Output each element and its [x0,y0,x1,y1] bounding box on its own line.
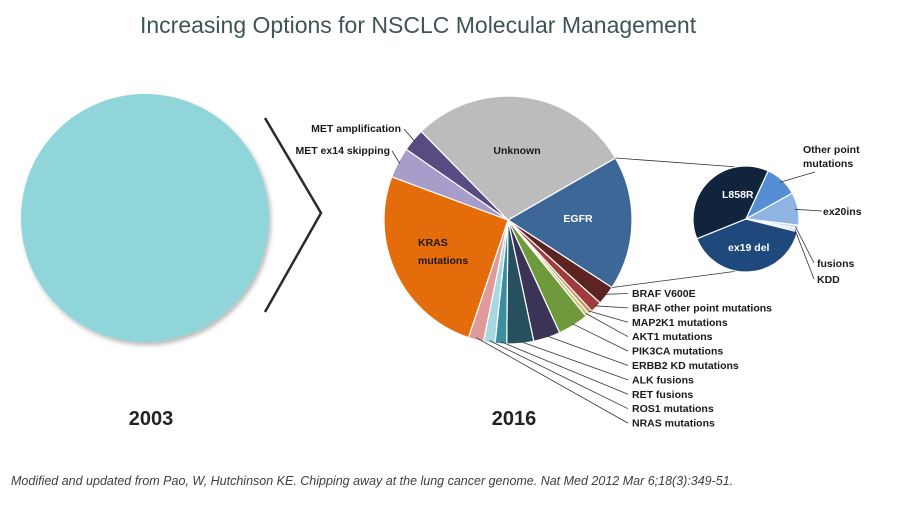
leader-line-ros1-mutations [489,340,629,410]
egfr-pie-slice-l858r [692,165,770,240]
egfr-connector-top [615,157,739,168]
egfr-leader-fusions [795,226,815,264]
slice-label-met-ex14-skipping: MET ex14 skipping [295,145,390,157]
egfr-label-ex19-del: ex19 del [728,242,770,254]
slice-label-pik3ca-mutations: PIK3CA mutations [632,346,723,358]
pie-2003-year-label: 2003 [129,408,174,430]
pie-charts: 2003 2016 EGFR Unknown KRAS mutations BRAF V60… [21,94,862,430]
pie-2016-slice-kras-mutations [383,176,509,339]
slice-label-egfr: EGFR [563,213,593,225]
slice-label-nras-mutations: NRAS mutations [632,418,715,430]
leader-line-alk-fusions [519,341,629,381]
slice-label-map2k1-mutations: MAP2K1 mutations [632,317,728,329]
leader-line-braf-other-point-mutations [594,305,629,309]
slice-label-met-amplification: MET amplification [311,123,401,135]
slice-label-braf-v600e: BRAF V600E [632,288,696,300]
pie-2016-slice-unknown [420,95,617,221]
slice-label-ret-fusions: RET fusions [632,389,693,401]
chevron-arrow-icon [263,117,323,313]
slice-label-braf-other-point-mutations: BRAF other point mutations [632,302,772,314]
egfr-connector-bottom [611,270,739,288]
pie-2003-slice [21,94,269,342]
egfr-leader-ex20ins [794,208,823,212]
egfr-label-l858r: L858R [722,189,754,201]
leader-line-pik3ca-mutations [572,323,629,352]
slice-label-unknown: Unknown [493,145,540,157]
page-title: Increasing Options for NSCLC Molecular M… [140,12,697,38]
slice-label-kras: KRAS [418,237,448,249]
slice-label-akt1-mutations: AKT1 mutations [632,331,713,343]
source-caption: Modified and updated from Pao, W, Hutchi… [11,474,734,488]
egfr-label-ex20ins: ex20ins [823,206,862,218]
egfr-label-other-point-1: Other point [803,144,860,156]
leader-line-met-ex14-skipping [391,150,401,164]
leader-line-akt1-mutations [586,313,629,338]
slice-label-erbb2-kd-mutations: ERBB2 KD mutations [632,360,739,372]
egfr-label-other-point-2: mutations [803,158,853,170]
slice-label-ros1-mutations: ROS1 mutations [632,403,714,415]
pie-2003-group [21,94,269,342]
egfr-leader-other-point [779,171,816,183]
egfr-label-fusions: fusions [817,258,854,270]
pie-2016-slice-egfr [506,157,633,289]
leader-line-braf-v600e [604,293,629,295]
egfr-pie-pie [692,165,800,273]
leader-line-nras-mutations [476,337,629,424]
leader-line-map2k1-mutations [589,310,629,323]
slice-label-alk-fusions: ALK fusions [632,374,694,386]
slice-label-kras-2: mutations [418,255,468,267]
leader-line-erbb2-kd-mutations [546,335,629,366]
egfr-pie-slice-ex19-del [696,218,799,273]
egfr-leader-kdd [794,229,815,280]
leader-line-met-amplification [403,128,416,142]
pie-2016-year-label: 2016 [492,408,537,430]
egfr-label-kdd: KDD [817,274,840,286]
pie-2016-pie [383,95,633,345]
leader-line-ret-fusions [500,341,629,395]
